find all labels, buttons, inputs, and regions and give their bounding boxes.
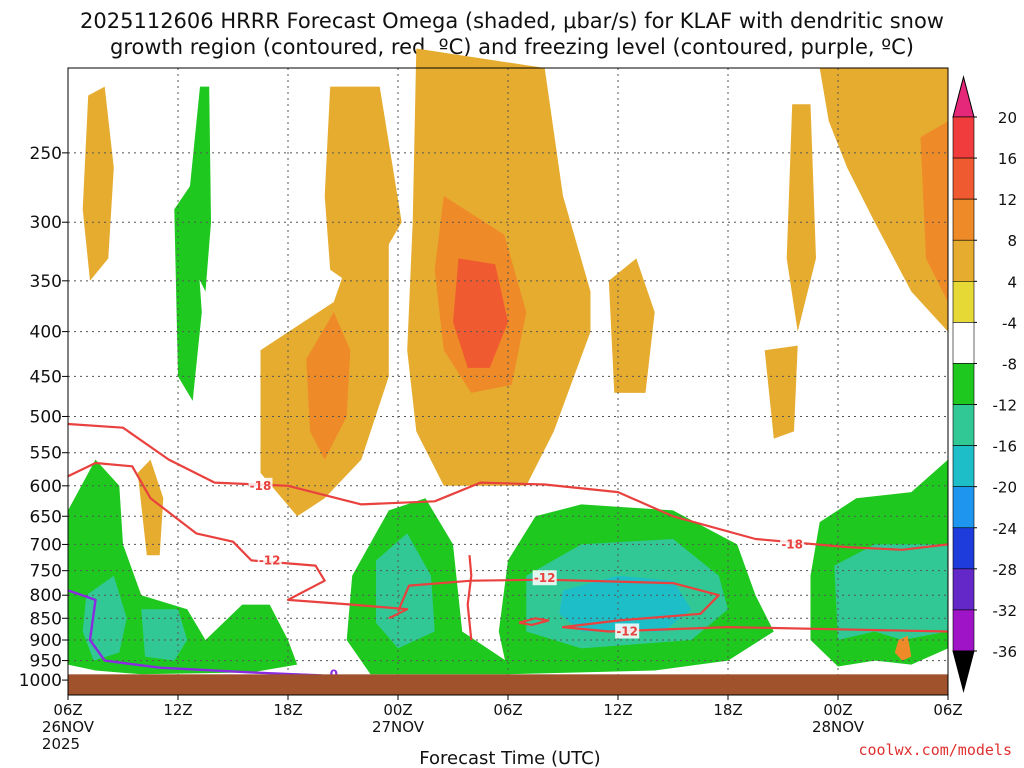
dgz-label-dgz-18-upper-bg	[248, 477, 273, 493]
colorbar-label-9: -20	[993, 479, 1018, 497]
x-tick-year-0: 2025	[42, 735, 80, 753]
y-tick-label-900: 900	[30, 631, 62, 651]
dgz-contour-dgz-18-upper	[67, 422, 949, 551]
omega-region-sink-low-left-core-2	[141, 609, 188, 661]
x-tick-label-0: 06Z	[53, 701, 82, 719]
omega-region-lift-core-12	[453, 258, 508, 368]
y-tick-label-550: 550	[30, 444, 62, 464]
colorbar-bin-2	[952, 198, 975, 241]
y-tick-label-300: 300	[30, 213, 62, 233]
x-axis-label: Forecast Time (UTC)	[419, 748, 600, 768]
terrain-ground	[68, 674, 948, 695]
x-tick-label-3: 00Z	[383, 701, 412, 719]
credit-text[interactable]: coolwx.com/models	[858, 741, 1012, 759]
omega-shading-layer	[68, 48, 948, 675]
colorbar-bin-9	[952, 486, 975, 529]
chart-title-line-1: 2025112606 HRRR Forecast Omega (shaded, …	[80, 9, 944, 33]
terrain-layer	[68, 674, 948, 695]
omega-region-lift-far-right-blip	[894, 635, 912, 661]
colorbar-label-1: 16	[998, 150, 1017, 168]
colorbar-label-7: -12	[993, 397, 1018, 415]
colorbar-label-5: -4	[1002, 314, 1017, 332]
y-tick-label-1000: 1000	[19, 671, 62, 691]
y-tick-label-850: 850	[30, 609, 62, 629]
chart-title-line-2: growth region (contoured, red, ºC) and f…	[110, 35, 914, 59]
colorbar-bin-6	[952, 363, 975, 405]
dgz-label-dgz-18-lower-bg	[257, 552, 282, 568]
y-axis-ticks: 2503003504004505005506006507007508008509…	[19, 144, 68, 691]
y-tick-label-250: 250	[30, 144, 62, 164]
colorbar-label-3: 8	[1007, 232, 1017, 250]
colorbar-label-10: -24	[993, 520, 1018, 538]
colorbar-bin-8	[952, 445, 975, 487]
colorbar-bin-11	[952, 568, 975, 611]
x-tick-label-6: 18Z	[713, 701, 742, 719]
x-tick-label-1: 12Z	[163, 701, 192, 719]
y-tick-label-400: 400	[30, 323, 62, 343]
colorbar-label-13: -36	[993, 643, 1018, 661]
omega-region-upper-lift-left-1	[82, 86, 114, 281]
x-tick-label-4: 06Z	[493, 701, 522, 719]
dgz-label-extra-12: -12	[616, 624, 638, 638]
dgz-contour-dgz-tick	[466, 555, 473, 641]
colorbar-label-4: 4	[1007, 273, 1017, 291]
dgz-label-extra-12-bg	[615, 623, 640, 639]
x-tick-label-2: 18Z	[273, 701, 302, 719]
dgz-label-dgz-12-mid-bg	[532, 570, 557, 586]
omega-region-lift-mid-1	[608, 258, 655, 393]
colorbar-bin-7	[952, 404, 975, 446]
omega-region-sink-mid-core	[376, 533, 435, 649]
x-tick-date-0: 26NOV	[42, 718, 95, 736]
y-tick-label-750: 750	[30, 562, 62, 582]
x-tick-label-8: 06Z	[933, 701, 962, 719]
x-tick-date-3: 27NOV	[372, 718, 425, 736]
omega-region-lift-right-edge	[819, 68, 948, 332]
y-tick-label-650: 650	[30, 507, 62, 527]
colorbar-label-11: -28	[993, 561, 1018, 579]
y-tick-label-700: 700	[30, 535, 62, 555]
y-tick-label-600: 600	[30, 477, 62, 497]
colorbar-bin-0	[952, 116, 975, 159]
omega-region-lift-mid-2	[764, 345, 798, 439]
dgz-contour-dgz-small-loop	[518, 617, 550, 627]
omega-region-lift-right	[786, 104, 816, 332]
dgz-label-extra-18: -18	[781, 537, 803, 551]
colorbar-label-8: -16	[993, 438, 1018, 456]
y-tick-label-800: 800	[30, 586, 62, 606]
dgz-label-dgz-18-upper: -18	[250, 479, 272, 493]
omega-region-lift-early-core-8	[306, 312, 351, 460]
dgz-contour-dgz-18-lower	[67, 461, 409, 620]
colorbar-bin-1	[952, 157, 975, 200]
colorbar-bin-4	[952, 281, 975, 323]
omega-region-sink-far-right-core	[834, 544, 948, 640]
colorbar-bin-5	[952, 322, 975, 364]
colorbar-bin-3	[952, 239, 975, 282]
grid-layer	[67, 68, 949, 695]
dgz-label-extra-18-bg	[780, 536, 805, 552]
colorbar-label-0: 20	[998, 109, 1017, 127]
contour-layer: -18-12-12-12-180	[67, 422, 949, 682]
y-tick-label-450: 450	[30, 367, 62, 387]
colorbar-under-triangle	[952, 650, 975, 693]
dgz-label-dgz-18-lower: -12	[259, 553, 281, 567]
y-tick-label-500: 500	[30, 407, 62, 427]
omega-region-lift-left-low	[137, 459, 164, 556]
x-tick-label-7: 00Z	[823, 701, 852, 719]
colorbar: 20 16 12 8 4 -4 -8 -12 -16 -20 -24 -28 -32 -36	[952, 75, 1018, 693]
colorbar-bin-12	[952, 609, 975, 652]
y-tick-label-350: 350	[30, 272, 62, 292]
colorbar-over-triangle	[952, 75, 975, 118]
omega-region-sink-green-b	[174, 182, 202, 401]
colorbar-label-12: -32	[993, 602, 1018, 620]
dgz-label-dgz-12-mid: -12	[534, 571, 556, 585]
colorbar-label-6: -8	[1002, 355, 1017, 373]
colorbar-label-2: 12	[998, 191, 1017, 209]
x-tick-label-5: 12Z	[603, 701, 632, 719]
x-tick-date-7: 28NOV	[812, 718, 865, 736]
y-tick-label-950: 950	[30, 652, 62, 672]
omega-region-lift-right-core	[920, 121, 948, 302]
colorbar-bin-10	[952, 527, 975, 570]
